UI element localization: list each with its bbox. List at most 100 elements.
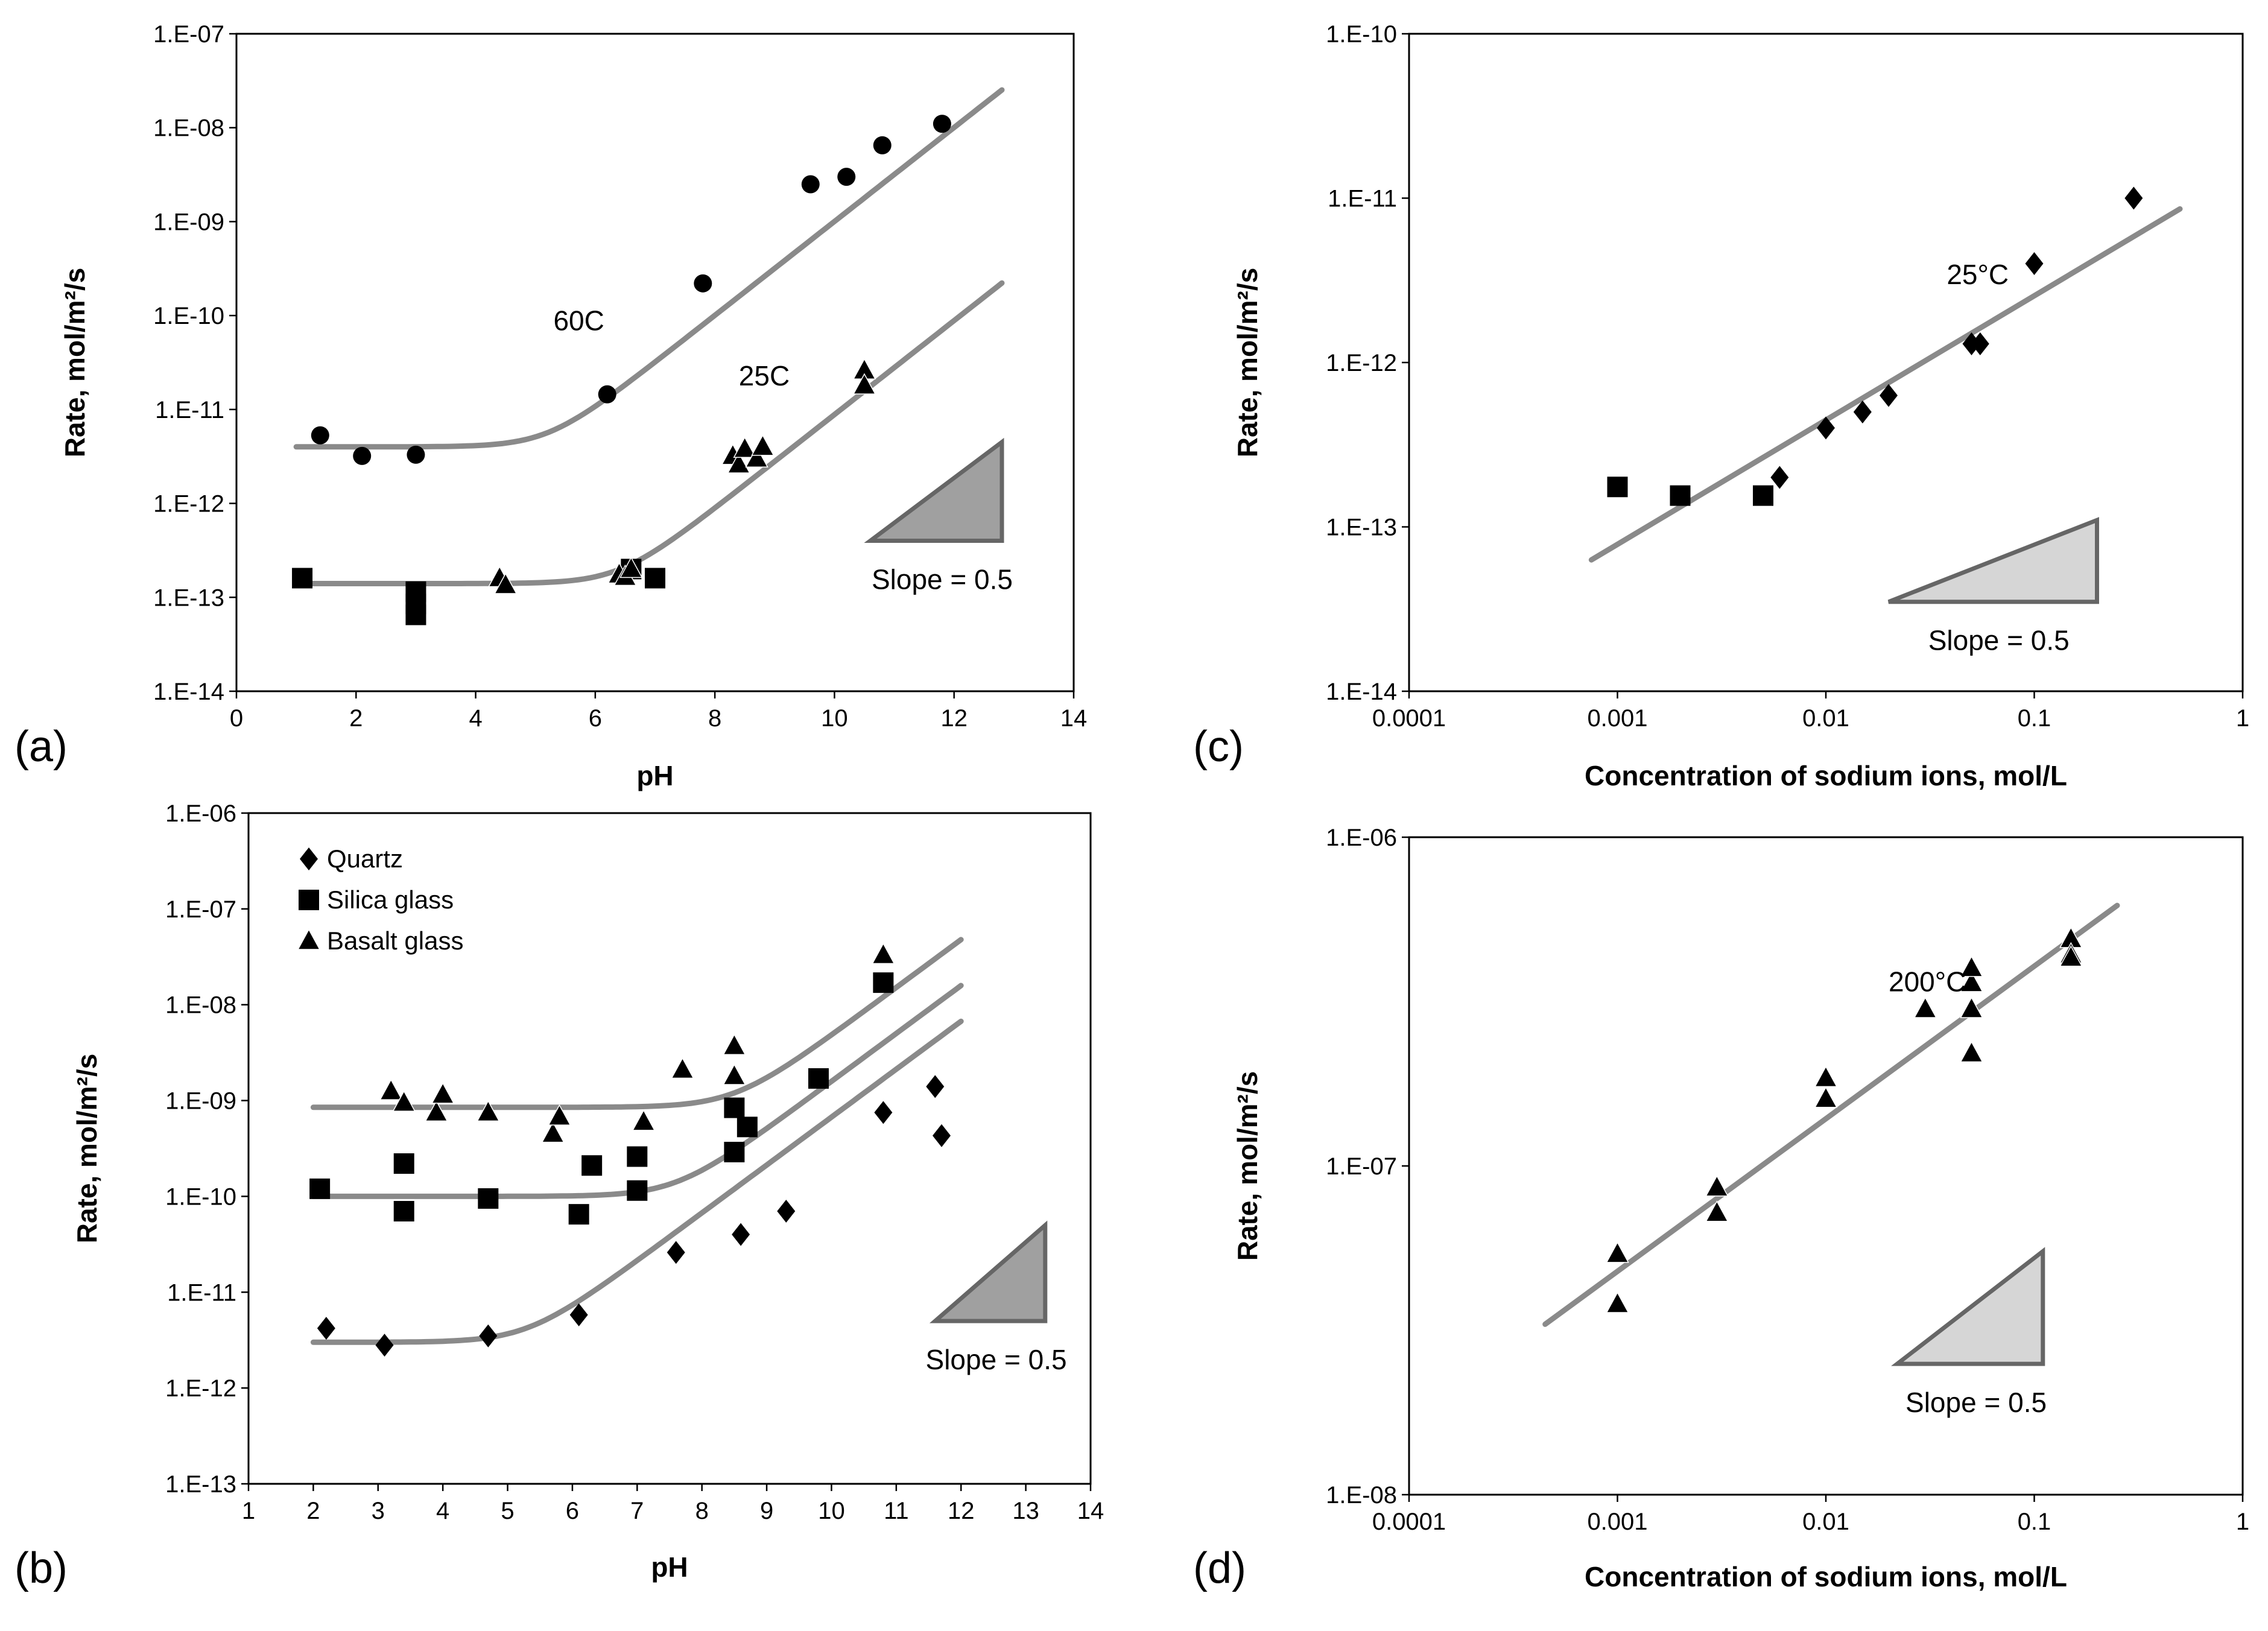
x-tick-label: 6 [566, 1498, 579, 1524]
data-point [1606, 1291, 1629, 1313]
x-axis-title: pH [636, 760, 673, 791]
data-point [393, 1201, 414, 1222]
data-point [2025, 252, 2044, 275]
x-tick-label: 9 [760, 1498, 773, 1524]
legend-label: Quartz [327, 844, 403, 873]
data-point [1770, 466, 1789, 489]
data-point [1853, 401, 1872, 424]
data-point [808, 1068, 829, 1089]
fit-line [1542, 902, 2120, 1327]
y-tick-label: 1.E-08 [153, 115, 224, 142]
data-point [723, 1063, 746, 1085]
y-tick-label: 1.E-11 [155, 397, 224, 423]
data-point [1971, 332, 1989, 355]
data-point [1960, 955, 1983, 977]
x-tick-label: 13 [1012, 1498, 1039, 1524]
y-tick-label: 1.E-08 [165, 992, 236, 1019]
y-axis-title: Rate, mol/m²/s [1232, 268, 1263, 457]
y-tick-label: 1.E-06 [1326, 825, 1397, 851]
data-point [548, 1104, 571, 1126]
x-tick-label: 0.1 [2018, 1509, 2051, 1535]
data-point [933, 115, 951, 133]
slope-label: Slope = 0.5 [872, 564, 1013, 595]
x-axis-title: Concentration of sodium ions, mol/L [1585, 760, 2067, 791]
y-tick-label: 1.E-07 [165, 896, 236, 923]
x-tick-label: 11 [884, 1498, 909, 1524]
data-point [872, 942, 895, 964]
legend-label: Silica glass [327, 885, 454, 914]
data-point [425, 1100, 448, 1122]
panel-label: (d) [1193, 1544, 1246, 1592]
y-tick-label: 1.E-08 [1326, 1482, 1397, 1509]
slope-label: Slope = 0.5 [926, 1344, 1067, 1375]
data-point [1814, 1065, 1838, 1088]
data-point [407, 445, 425, 464]
x-axis-title: Concentration of sodium ions, mol/L [1585, 1561, 2067, 1592]
data-point [2059, 945, 2083, 967]
y-tick-label: 1.E-12 [153, 491, 224, 518]
x-tick-label: 5 [501, 1498, 514, 1524]
x-tick-label: 2 [349, 705, 363, 732]
fit-line [310, 937, 964, 1110]
data-point [2124, 186, 2143, 210]
y-tick-label: 1.E-13 [1326, 515, 1397, 541]
x-tick-label: 0 [230, 705, 243, 732]
panel-label: (a) [14, 723, 68, 771]
fit-line [293, 87, 1005, 450]
data-point [568, 1204, 589, 1225]
plot-area [247, 812, 1092, 1485]
x-tick-label: 7 [630, 1498, 644, 1524]
panel-c: 1.E-14 1.E-13 1.E-12 1.E-11 1.E-10 0.0001 0.00… [1193, 21, 2249, 791]
x-tick-label: 14 [1077, 1498, 1104, 1524]
data-point [933, 1124, 951, 1147]
data-point [874, 1101, 893, 1124]
y-tick-label: 1.E-07 [1326, 1153, 1397, 1180]
data-point [667, 1241, 685, 1264]
y-tick-label: 1.E-12 [165, 1375, 236, 1402]
data-point [733, 436, 756, 458]
data-point [632, 1109, 656, 1131]
curve-annotation: 200°C [1889, 966, 1966, 997]
data-point [1880, 384, 1898, 407]
data-point [619, 556, 643, 578]
data-point [732, 1223, 750, 1246]
data-point [292, 568, 313, 589]
curve-annotation: 25C [739, 360, 790, 391]
x-tick-label: 3 [372, 1498, 385, 1524]
data-point [478, 1188, 499, 1209]
data-point [581, 1155, 603, 1176]
data-point [309, 1178, 331, 1199]
x-tick-label: 4 [469, 705, 482, 732]
legend-marker [300, 847, 318, 870]
slope-triangle [864, 437, 1004, 543]
plot-area [1408, 836, 2244, 1496]
curve-annotation: 60C [553, 305, 604, 336]
x-tick-label: 1 [2236, 705, 2249, 732]
data-point [1670, 485, 1691, 506]
x-tick-label: 4 [436, 1498, 449, 1524]
x-tick-label: 0.0001 [1372, 705, 1446, 732]
legend-marker [297, 928, 321, 950]
data-point [311, 426, 329, 445]
y-tick-label: 1.E-10 [1326, 21, 1397, 48]
data-point [671, 1057, 694, 1079]
panel-label: (b) [14, 1544, 68, 1592]
y-axis-title: Rate, mol/m²/s [59, 268, 90, 457]
y-tick-label: 1.E-14 [1326, 679, 1397, 705]
legend-marker [299, 890, 319, 910]
data-point [375, 1334, 394, 1357]
data-point [723, 1033, 746, 1056]
data-point [379, 1078, 403, 1100]
data-point [493, 572, 518, 594]
data-point [777, 1200, 796, 1223]
x-tick-label: 12 [948, 1498, 975, 1524]
x-tick-label: 1 [242, 1498, 255, 1524]
data-point [745, 446, 768, 468]
y-tick-label: 1.E-10 [153, 303, 224, 329]
data-point [1705, 1175, 1729, 1197]
data-point [569, 1303, 588, 1326]
data-point [1606, 1241, 1629, 1263]
data-point [392, 1090, 416, 1112]
y-tick-label: 1.E-11 [167, 1279, 236, 1306]
